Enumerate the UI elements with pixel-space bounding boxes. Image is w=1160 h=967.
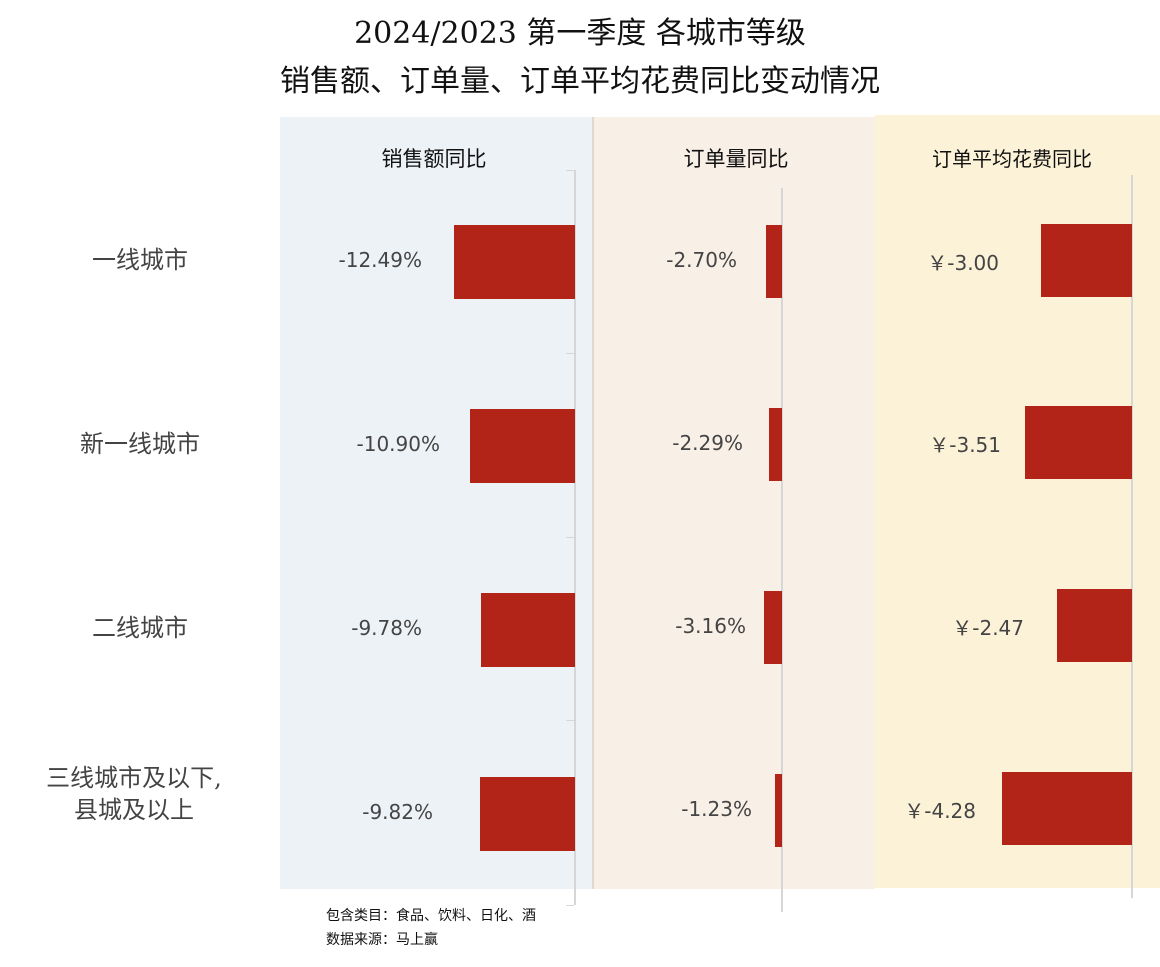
- sales-axis-tick: [566, 720, 574, 721]
- chart-title-line2: 销售额、订单量、订单平均花费同比变动情况: [280, 64, 880, 99]
- avg-spend-bar: [1001, 772, 1132, 845]
- avg-spend-value-label: ￥-3.00: [927, 251, 999, 275]
- category-label-tier1: 一线城市: [92, 246, 188, 274]
- sales-value-label: -10.90%: [356, 432, 440, 456]
- orders-panel-background: [593, 117, 875, 889]
- category-label-tier2: 二线城市: [92, 614, 188, 642]
- sales-bar: [480, 777, 575, 851]
- orders-value-label: -1.23%: [681, 797, 752, 821]
- orders-panel-title: 订单量同比: [683, 147, 789, 171]
- orders-bar: [766, 225, 782, 298]
- avg-spend-bar: [1025, 406, 1132, 479]
- sales-bar: [469, 409, 575, 483]
- sales-value-label: -12.49%: [338, 248, 422, 272]
- orders-zero-axis: [781, 188, 783, 912]
- sales-bar: [454, 225, 575, 299]
- orders-value-label: -3.16%: [675, 614, 746, 638]
- sales-value-label: -9.82%: [362, 800, 433, 824]
- sales-panel-title: 销售额同比: [381, 147, 487, 171]
- note-categories: 包含类目：食品、饮料、日化、酒: [326, 908, 536, 924]
- sales-axis-tick: [566, 353, 574, 354]
- sales-bar: [480, 593, 575, 667]
- category-label-tier3-and-below: 三线城市及以下, 县城及以上: [46, 764, 222, 824]
- avg-spend-value-label: ￥-3.51: [929, 433, 1001, 457]
- chart-title-line1: 2024/2023 第一季度 各城市等级: [354, 16, 806, 51]
- avg-spend-bar: [1056, 589, 1132, 662]
- sales-axis-tick: [566, 170, 574, 171]
- sales-axis-tick: [566, 905, 574, 906]
- panel-divider: [592, 117, 594, 889]
- avg-spend-zero-axis: [1131, 175, 1133, 898]
- note-source: 数据来源：马上赢: [326, 932, 438, 948]
- avg-spend-panel-title: 订单平均花费同比: [932, 147, 1092, 171]
- sales-axis-tick: [566, 537, 574, 538]
- orders-value-label: -2.70%: [666, 248, 737, 272]
- orders-value-label: -2.29%: [672, 431, 743, 455]
- sales-zero-axis: [574, 170, 576, 905]
- avg-spend-bar: [1040, 224, 1132, 297]
- orders-bar: [763, 591, 782, 664]
- orders-bar: [774, 774, 782, 847]
- avg-spend-value-label: ￥-4.28: [904, 799, 976, 823]
- orders-bar: [768, 408, 782, 481]
- category-label-new-tier1: 新一线城市: [80, 430, 200, 458]
- sales-value-label: -9.78%: [351, 616, 422, 640]
- avg-spend-value-label: ￥-2.47: [952, 616, 1024, 640]
